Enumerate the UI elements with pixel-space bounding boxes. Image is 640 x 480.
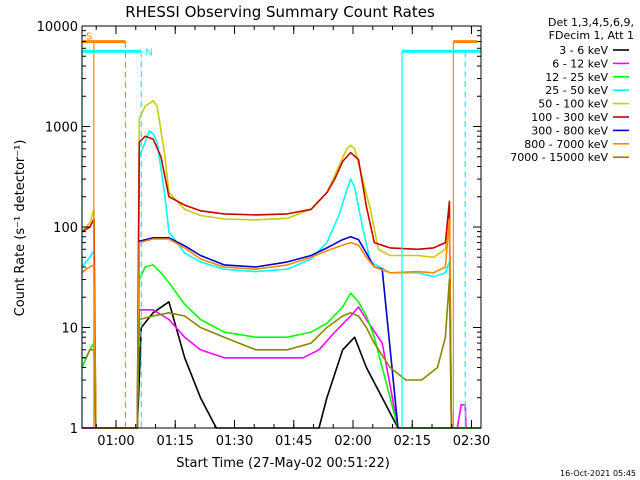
chart-title: RHESSI Observing Summary Count Rates (125, 3, 435, 21)
legend-header-line-1: Det 1,3,4,5,6,9, (548, 16, 634, 29)
x-tick-label: 01:30 (216, 434, 253, 449)
x-axis-label: Start Time (27-May-02 00:51:22) (176, 456, 390, 471)
legend-label-0: 3 - 6 keV (559, 44, 608, 57)
plot-area: SN (81, 25, 482, 429)
legend: Det 1,3,4,5,6,9, FDecim 1, Att 1 3 - 6 k… (510, 16, 634, 164)
legend-header-line-2: FDecim 1, Att 1 (549, 29, 634, 42)
marker-label-s: S (86, 32, 92, 43)
x-tick-label: 02:15 (394, 434, 431, 449)
series-line-6 (136, 235, 399, 429)
y-axis-label: Count Rate (s⁻¹ detector⁻¹) (13, 140, 28, 317)
y-tick-label: 1000 (45, 121, 78, 136)
legend-label-1: 6 - 12 keV (552, 57, 608, 70)
legend-label-5: 100 - 300 keV (531, 111, 608, 124)
footer-timestamp: 16-Oct-2021 05:45 (560, 469, 636, 478)
y-tick-label: 10000 (37, 20, 78, 35)
legend-label-3: 25 - 50 keV (545, 84, 608, 97)
legend-label-8: 7000 - 15000 keV (510, 151, 608, 164)
y-tick-label: 10 (61, 322, 78, 337)
legend-label-7: 800 - 7000 keV (524, 138, 608, 151)
marker-label-n: N (145, 47, 152, 58)
y-axis: 1 10 100 1000 10000 (37, 20, 481, 437)
legend-label-6: 300 - 800 keV (531, 124, 608, 137)
legend-label-2: 12 - 25 keV (545, 71, 608, 84)
x-axis: 01:00 01:15 01:30 01:45 02:00 02:15 02:30 (95, 26, 490, 449)
x-tick-label: 02:30 (453, 434, 490, 449)
x-tick-label: 01:00 (97, 434, 134, 449)
y-tick-label: 1 (70, 422, 78, 437)
legend-label-4: 50 - 100 keV (538, 98, 608, 111)
series-line-5 (81, 135, 453, 429)
x-tick-label: 01:45 (275, 434, 312, 449)
x-tick-label: 02:00 (334, 434, 371, 449)
series-line-4 (81, 100, 453, 429)
y-tick-label: 100 (53, 221, 78, 236)
x-tick-label: 01:15 (156, 434, 193, 449)
